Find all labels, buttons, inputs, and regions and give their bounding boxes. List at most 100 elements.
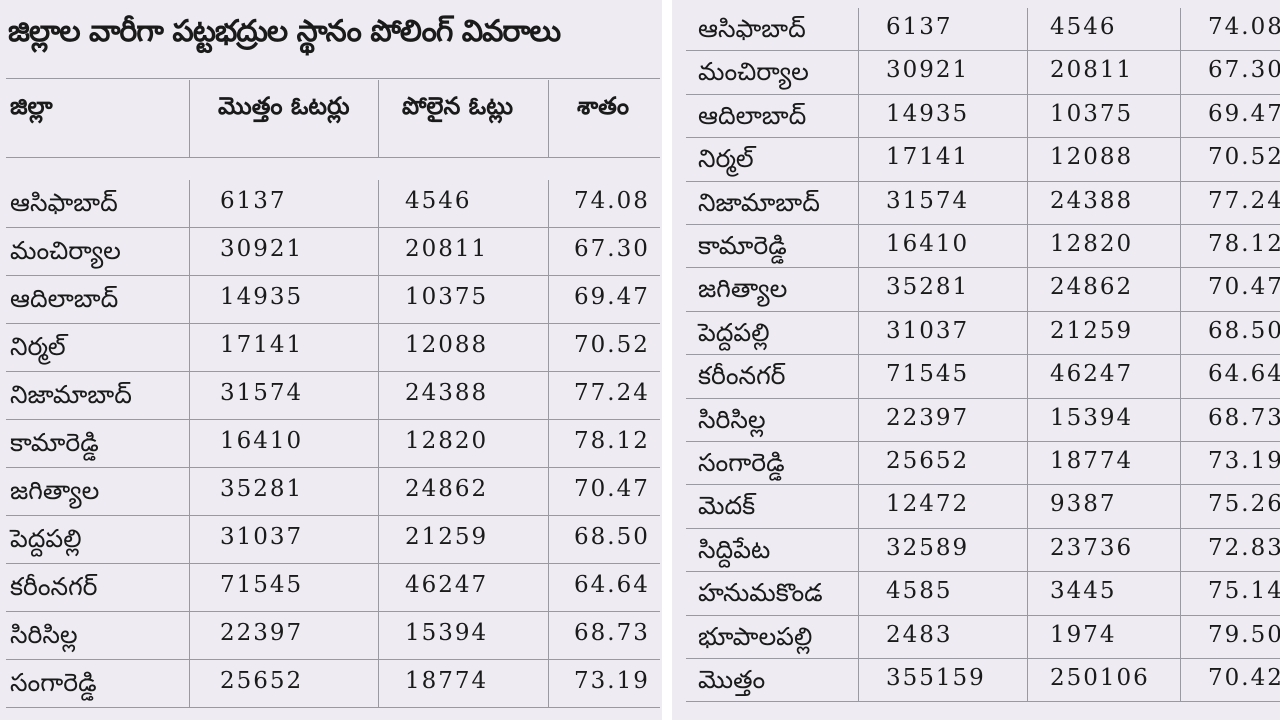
polled-votes-cell: 12820: [1050, 231, 1134, 257]
polled-votes-cell: 15394: [405, 620, 489, 646]
column-divider: [548, 660, 549, 708]
column-divider: [548, 420, 549, 468]
district-name-cell: కామారెడ్డి: [10, 428, 99, 457]
column-divider: [378, 516, 379, 564]
polled-votes-cell: 20811: [405, 236, 489, 262]
table-row: సంగారెడ్డి 25652 18774 73.19: [672, 442, 1280, 486]
row-divider: [686, 527, 1280, 529]
polled-votes-cell: 12088: [405, 332, 489, 358]
row-divider: [686, 310, 1280, 312]
table-row: జగిత్యాల 35281 24862 70.47: [672, 268, 1280, 312]
district-name-cell: కరీంనగర్: [698, 361, 786, 391]
column-divider: [1027, 138, 1028, 182]
column-divider: [1180, 181, 1181, 225]
column-divider: [1180, 485, 1181, 529]
title-divider: [6, 78, 660, 79]
total-voters-cell: 22397: [886, 404, 970, 431]
column-divider: [858, 268, 859, 312]
percentage-cell: 64.64: [1208, 361, 1280, 388]
column-divider: [858, 311, 859, 356]
district-name-cell: మంచిర్యాల: [10, 236, 121, 265]
percentage-cell: 68.50: [1208, 317, 1280, 344]
header-district: జిల్లా: [10, 92, 53, 120]
row-divider: [6, 227, 660, 228]
district-name-cell: నిజామాబాద్: [10, 380, 132, 409]
district-name-cell: కరీంనగర్: [10, 572, 98, 601]
column-divider: [378, 468, 379, 516]
percentage-cell: 64.64: [574, 572, 650, 598]
total-voters-cell: 25652: [220, 668, 304, 694]
percentage-cell: 73.19: [1208, 448, 1280, 474]
district-name-cell: కామారెడ్డి: [698, 231, 787, 260]
column-divider: [858, 355, 859, 399]
percentage-cell: 70.52: [1208, 144, 1280, 171]
district-name-cell: ఆసిఫాబాద్: [10, 188, 118, 217]
column-divider: [378, 80, 379, 157]
polled-votes-cell: 21259: [1050, 317, 1134, 344]
column-divider: [1027, 615, 1028, 659]
column-divider: [1027, 528, 1028, 573]
total-voters-cell: 31037: [886, 317, 970, 344]
column-divider: [189, 660, 190, 708]
table-row: జగిత్యాల 35281 24862 70.47: [0, 468, 662, 516]
total-voters-cell: 17141: [886, 144, 970, 171]
column-divider: [189, 516, 190, 564]
row-divider: [6, 515, 660, 516]
district-name-cell: సిరిసిల్ల: [10, 620, 78, 649]
district-name-cell: ఆసిఫాబాద్: [698, 14, 806, 43]
header-percentage: శాతం: [577, 92, 630, 120]
column-divider: [1180, 528, 1181, 573]
percentage-cell: 67.30: [1208, 57, 1280, 84]
column-divider: [858, 225, 859, 269]
polled-votes-cell: 21259: [405, 524, 489, 550]
percentage-cell: 69.47: [1208, 100, 1280, 127]
column-divider: [1180, 442, 1181, 486]
column-divider: [1180, 615, 1181, 659]
column-divider: [1027, 398, 1028, 442]
polled-votes-cell: 4546: [405, 188, 472, 214]
column-divider: [1027, 311, 1028, 356]
total-voters-cell: 355159: [886, 665, 986, 691]
district-name-cell: భూపాలపల్లి: [698, 621, 813, 651]
column-divider: [548, 324, 549, 372]
column-divider: [1180, 659, 1181, 703]
polled-votes-cell: 46247: [405, 572, 489, 598]
column-divider: [1180, 94, 1181, 139]
polled-votes-cell: 20811: [1050, 57, 1134, 84]
row-divider: [686, 180, 1280, 182]
header-divider: [6, 157, 660, 158]
column-divider: [1027, 485, 1028, 529]
right-table-panel: ఆసిఫాబాద్ 6137 4546 74.08 మంచిర్యాల 30921 2081…: [672, 0, 1280, 720]
column-divider: [189, 612, 190, 660]
polled-votes-cell: 4546: [1050, 14, 1117, 40]
total-voters-cell: 25652: [886, 448, 970, 474]
percentage-cell: 73.19: [574, 668, 650, 694]
column-divider: [1180, 268, 1181, 312]
polled-votes-cell: 24388: [405, 380, 489, 406]
district-name-cell: నిర్మల్: [698, 144, 754, 174]
column-divider: [1027, 8, 1028, 52]
column-divider: [1180, 138, 1181, 182]
polled-votes-cell: 24388: [1050, 187, 1134, 214]
table-row: భూపాలపల్లి 2483 1974 79.50: [672, 615, 1280, 659]
percentage-cell: 72.83: [1208, 534, 1280, 561]
row-divider: [6, 467, 660, 468]
total-voters-cell: 30921: [886, 57, 970, 84]
row-divider: [686, 50, 1280, 52]
total-voters-cell: 6137: [886, 14, 953, 40]
column-divider: [1027, 268, 1028, 312]
total-voters-cell: 17141: [220, 332, 304, 358]
polled-votes-cell: 18774: [1050, 448, 1134, 474]
column-divider: [189, 324, 190, 372]
column-divider: [1180, 225, 1181, 269]
column-divider: [189, 468, 190, 516]
column-divider: [858, 485, 859, 529]
row-divider: [686, 397, 1280, 399]
table-row: హనుమకొండ 4585 3445 75.14: [672, 572, 1280, 616]
table-row: నిజామాబాద్ 31574 24388 77.24: [672, 181, 1280, 225]
district-name-cell: మెదక్: [698, 491, 756, 521]
column-divider: [548, 276, 549, 324]
row-divider: [6, 275, 660, 276]
percentage-cell: 68.73: [1208, 404, 1280, 431]
column-divider: [378, 564, 379, 612]
